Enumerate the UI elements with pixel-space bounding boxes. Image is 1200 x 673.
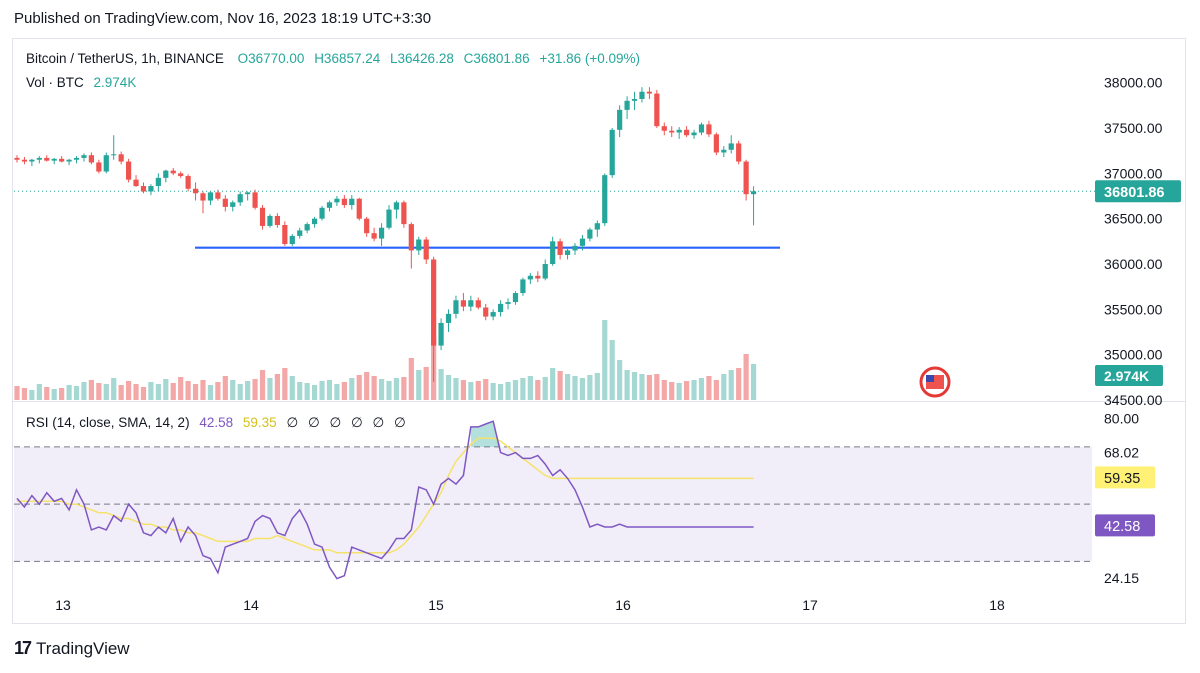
- rsi-legend: RSI (14, close, SMA, 14, 2) 42.58 59.35 …: [26, 415, 415, 431]
- rsi-extras: ∅ ∅ ∅ ∅ ∅ ∅: [286, 415, 408, 430]
- chart-frame[interactable]: [12, 38, 1186, 624]
- footer-brand: 17 TradingView: [14, 638, 130, 659]
- volume-label: Vol · BTC: [26, 75, 84, 90]
- low-value: L36426.28: [390, 51, 454, 66]
- ohlc-legend: Bitcoin / TetherUS, 1h, BINANCE O36770.0…: [26, 51, 646, 66]
- rsi-sma-value: 59.35: [243, 415, 277, 430]
- tradingview-logo-icon: 17: [14, 638, 30, 659]
- brand-name: TradingView: [36, 639, 130, 659]
- open-value: O36770.00: [238, 51, 305, 66]
- volume-value: 2.974K: [94, 75, 137, 90]
- rsi-value: 42.58: [199, 415, 233, 430]
- rsi-label: RSI (14, close, SMA, 14, 2): [26, 415, 190, 430]
- change-value: +31.86 (+0.09%): [539, 51, 640, 66]
- symbol-label: Bitcoin / TetherUS, 1h, BINANCE: [26, 51, 224, 66]
- close-value: C36801.86: [464, 51, 530, 66]
- volume-legend: Vol · BTC 2.974K: [26, 75, 142, 90]
- published-caption: Published on TradingView.com, Nov 16, 20…: [14, 10, 431, 27]
- high-value: H36857.24: [314, 51, 380, 66]
